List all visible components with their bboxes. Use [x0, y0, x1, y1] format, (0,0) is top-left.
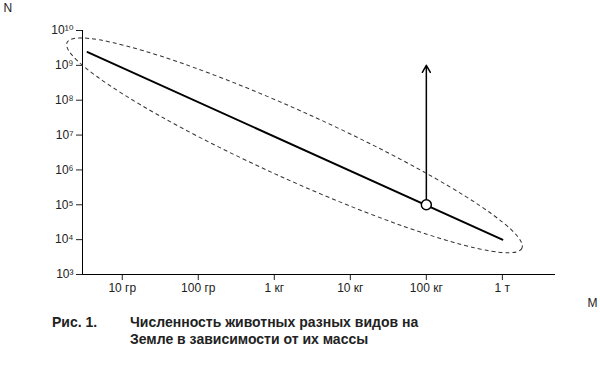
svg-text:1 кг: 1 кг	[264, 281, 284, 295]
svg-text:10³: 10³	[56, 267, 73, 281]
svg-text:1 т: 1 т	[495, 281, 511, 295]
svg-text:10⁶: 10⁶	[55, 163, 73, 177]
svg-text:10⁵: 10⁵	[55, 198, 73, 212]
svg-text:N: N	[4, 1, 13, 15]
svg-text:10 гр: 10 гр	[108, 281, 136, 295]
svg-text:100 кг: 100 кг	[410, 281, 444, 295]
html-text:Численность животных разных ви: Численность животных разных видов на Зем…	[130, 314, 419, 347]
svg-text:10 кг: 10 кг	[337, 281, 364, 295]
svg-text:10⁷: 10⁷	[56, 128, 74, 142]
svg-text:10⁴: 10⁴	[55, 232, 74, 246]
svg-text:10⁸: 10⁸	[55, 93, 73, 107]
svg-text:10⁹: 10⁹	[55, 58, 74, 72]
svg-text:100 гр: 100 гр	[181, 281, 216, 295]
html-text:Рис. 1.: Рис. 1.	[52, 314, 98, 330]
svg-text:10¹⁰: 10¹⁰	[51, 23, 73, 37]
svg-text:M: M	[588, 296, 598, 310]
